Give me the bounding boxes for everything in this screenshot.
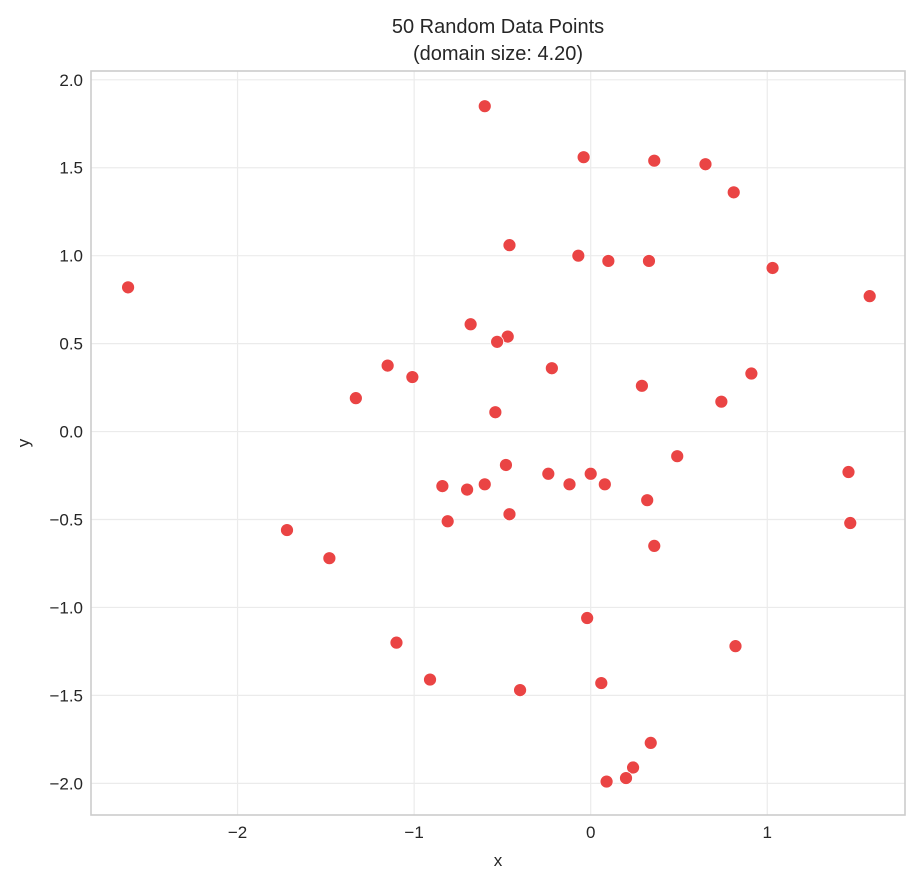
data-point (841, 465, 856, 479)
data-point (640, 493, 655, 508)
x-axis-label: x (494, 851, 503, 870)
data-point (490, 334, 505, 349)
data-point (513, 683, 527, 698)
data-point (405, 370, 420, 384)
chart-title: 50 Random Data Points (392, 16, 604, 38)
y-tick-label: 0.0 (59, 423, 83, 442)
data-point (597, 477, 612, 492)
data-point (726, 185, 741, 200)
data-point (583, 466, 598, 481)
data-point (440, 514, 455, 529)
data-point (647, 538, 662, 553)
data-point (322, 551, 337, 566)
data-point (488, 405, 503, 420)
data-point (499, 458, 513, 472)
y-axis-label: y (14, 438, 33, 447)
data-point (765, 261, 780, 275)
data-point (460, 482, 474, 497)
data-point (121, 280, 135, 295)
data-point (862, 289, 877, 304)
data-points (121, 99, 877, 789)
data-point (594, 676, 609, 690)
data-point (348, 391, 363, 406)
data-point (463, 317, 478, 332)
y-tick-label: 0.5 (59, 335, 83, 354)
data-point (541, 466, 556, 481)
chart-subtitle: (domain size: 4.20) (413, 43, 583, 65)
data-point (280, 523, 294, 537)
data-point (843, 516, 858, 530)
y-tick-label: −1.0 (49, 598, 83, 617)
plot-frame (90, 70, 906, 816)
data-point (576, 150, 591, 165)
data-point (599, 774, 614, 789)
data-point (502, 507, 517, 522)
x-tick-label: 0 (586, 823, 595, 842)
data-point (571, 248, 586, 263)
data-point (435, 479, 450, 493)
data-point (380, 358, 395, 373)
data-point (619, 771, 633, 785)
data-point (423, 672, 437, 687)
data-point (626, 760, 640, 775)
y-tick-label: 2.0 (59, 71, 83, 90)
data-point (562, 477, 577, 492)
y-tick-label: −0.5 (49, 511, 83, 530)
data-point (544, 361, 559, 376)
data-point (642, 254, 656, 268)
data-point (477, 477, 492, 492)
y-tick-labels: 2.0 1.5 1.0 0.5 0.0 −0.5 −1.0 −1.5 −2.0 (49, 71, 83, 794)
data-point (698, 157, 713, 172)
grid-lines (91, 71, 905, 815)
data-point (647, 153, 662, 168)
y-tick-label: 1.5 (59, 159, 83, 178)
data-point (643, 735, 658, 750)
data-point (728, 639, 743, 654)
data-point (714, 394, 729, 409)
data-point (389, 635, 404, 650)
x-tick-label: 1 (763, 823, 772, 842)
data-point (477, 99, 492, 114)
data-point (580, 611, 595, 625)
data-point (635, 378, 649, 393)
data-point (601, 254, 616, 268)
x-tick-label: −2 (228, 823, 247, 842)
data-point (744, 366, 759, 381)
x-tick-labels: −2 −1 0 1 (228, 823, 772, 842)
y-tick-label: 1.0 (59, 247, 83, 266)
data-point (670, 449, 685, 464)
y-tick-label: −1.5 (49, 686, 83, 705)
x-tick-label: −1 (404, 823, 423, 842)
y-tick-label: −2.0 (49, 774, 83, 793)
data-point (502, 238, 517, 253)
